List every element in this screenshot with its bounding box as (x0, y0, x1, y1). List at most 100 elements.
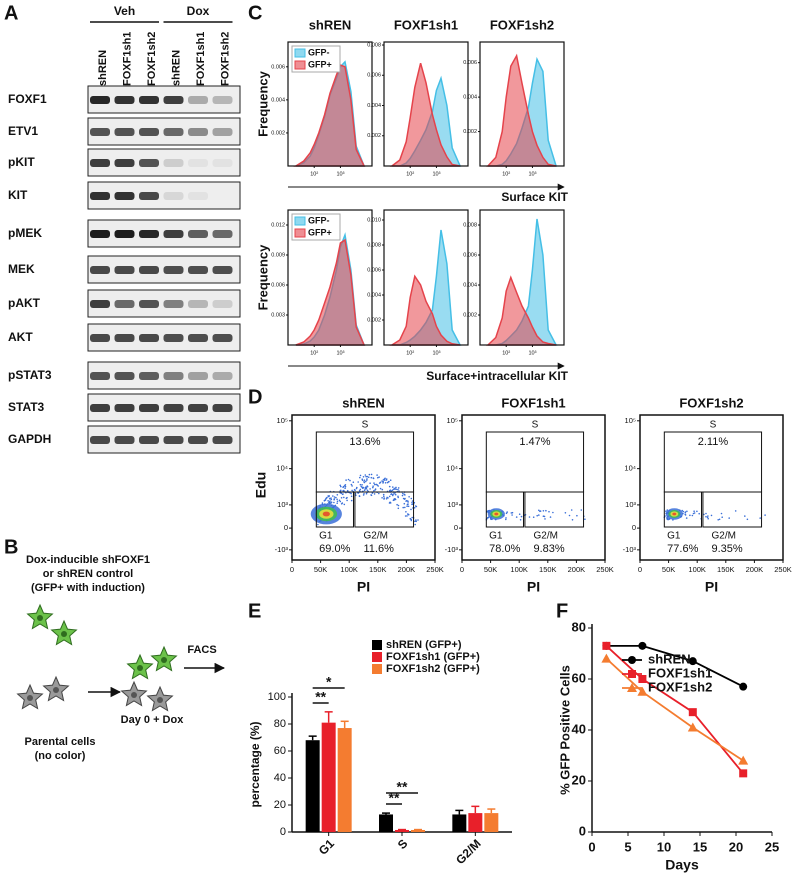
band (114, 192, 135, 200)
gate-label: G2/M (712, 531, 736, 542)
x-tick-label: 250K (774, 565, 792, 574)
band (90, 159, 110, 167)
band (188, 334, 208, 342)
event-dot (323, 499, 326, 502)
event-dot (397, 504, 400, 507)
event-dot (681, 509, 683, 512)
event-dot (344, 487, 346, 490)
y-tick-label: 0.002 (367, 133, 381, 139)
legend-swatch (294, 216, 306, 226)
event-dot (384, 479, 386, 481)
histogram-area (389, 274, 461, 346)
band (212, 266, 233, 274)
diagram-text: (no color) (35, 750, 86, 762)
x-axis-label: Surface+intracellular KIT (426, 369, 568, 383)
x-tick-label: 50K (662, 565, 675, 574)
x-tick-label: 10² (406, 171, 414, 177)
density (322, 511, 330, 517)
event-dot (392, 486, 394, 488)
event-dot (411, 500, 414, 502)
event-dot (707, 517, 709, 520)
band (114, 372, 135, 380)
event-dot (366, 479, 368, 481)
event-dot (373, 493, 376, 495)
bar (379, 814, 393, 832)
event-dot (665, 510, 667, 512)
event-dot (366, 475, 369, 478)
event-dot (367, 476, 370, 479)
gate-percent: 69.0% (319, 543, 350, 555)
band (90, 266, 110, 274)
row-label: KIT (8, 188, 28, 202)
y-tick-label: 0.002 (463, 312, 477, 318)
event-dot (536, 514, 538, 517)
gate (524, 491, 585, 528)
event-dot (764, 514, 766, 516)
y-tick-label: 0.006 (463, 60, 477, 66)
event-dot (410, 497, 413, 500)
marker (739, 682, 748, 691)
event-dot (341, 502, 344, 504)
y-tick-label: 0.006 (271, 64, 285, 70)
event-dot (391, 489, 394, 492)
band (212, 404, 233, 412)
histogram-area (486, 53, 557, 167)
x-tick-label: 200K (746, 565, 764, 574)
event-dot (693, 510, 695, 512)
event-dot (720, 512, 723, 515)
row-label: AKT (8, 330, 33, 344)
event-dot (666, 518, 669, 520)
event-dot (415, 519, 417, 521)
band (163, 266, 184, 274)
x-tick-label: 10² (310, 171, 318, 177)
event-dot (568, 514, 571, 517)
event-dot (330, 498, 333, 501)
chart-title: FOXF1sh1 (394, 17, 458, 32)
y-tick-label: -10³ (275, 545, 289, 554)
event-dot (414, 505, 417, 507)
event-dot (339, 484, 342, 487)
event-dot (410, 519, 413, 522)
event-dot (392, 494, 394, 497)
chart-title: shREN (309, 17, 352, 32)
y-tick-label: 0.004 (271, 97, 285, 103)
event-dot (366, 478, 368, 480)
y-tick-label: 100 (268, 691, 286, 703)
event-dot (333, 498, 336, 500)
y-tick-label: 0.010 (367, 217, 381, 223)
gate-percent: 9.83% (534, 543, 565, 555)
lane-label: FOXF1sh2 (219, 32, 231, 86)
event-dot (389, 479, 392, 482)
marker (687, 722, 698, 732)
gate-percent: 2.11% (698, 436, 729, 448)
event-dot (506, 511, 509, 513)
x-tick-label: 20 (729, 839, 743, 854)
legend-marker (628, 670, 636, 678)
y-tick-label: 20 (274, 799, 286, 811)
event-dot (336, 494, 339, 496)
y-tick-label: 60 (572, 670, 586, 685)
event-dot (395, 488, 398, 491)
event-dot (363, 479, 366, 482)
event-dot (403, 493, 406, 496)
event-dot (343, 496, 345, 499)
marker (638, 675, 647, 683)
lane-label: FOXF1sh1 (195, 32, 207, 86)
gate (702, 491, 763, 528)
x-axis-label: PI (527, 579, 540, 595)
legend-marker (628, 656, 636, 664)
marker (688, 657, 697, 666)
legend-swatch (294, 60, 306, 70)
gate-label: S (362, 420, 369, 431)
nucleus (137, 665, 143, 671)
panel-letter: A (4, 2, 18, 24)
band (139, 192, 159, 200)
event-dot (362, 476, 365, 478)
event-dot (362, 494, 365, 496)
legend-label: FOXF1sh2 (GFP+) (386, 663, 480, 675)
event-dot (405, 511, 407, 513)
band (90, 96, 110, 104)
band (212, 436, 233, 444)
legend-swatch (372, 652, 382, 662)
event-dot (706, 516, 709, 519)
